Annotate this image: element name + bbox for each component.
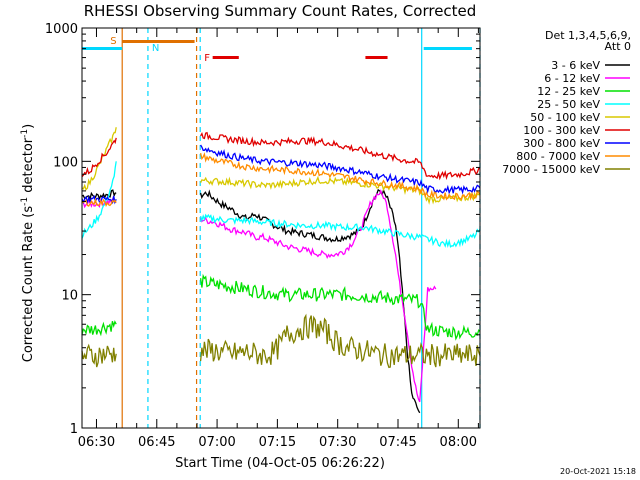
legend-header-line2: Att 0 [605,40,631,53]
x-tick-label-5: 07:45 [379,435,416,450]
series-3-6-kev [81,188,421,414]
footer-timestamp: 20-Oct-2021 15:18 [560,467,636,476]
series-layer [81,127,481,414]
flag-bar-n-0 [82,47,123,50]
series-100-300-kev-segment-1 [200,131,480,181]
y-axis-label-exp1: -1 [20,197,30,206]
x-tick-label-2: 07:00 [198,435,235,450]
x-tick-label-1: 06:45 [138,435,175,450]
series-800-7000-kev-segment-0 [81,197,117,208]
x-tick-label-6: 08:00 [440,435,477,450]
flag-bar-n-1 [423,47,472,50]
flag-label-s: S [110,36,116,47]
series-25-50-kev-segment-1 [199,213,481,249]
y-tick-label-1: 10 [61,289,78,304]
flag-label-f: F [204,53,210,64]
y-tick-label-3: 1000 [45,22,78,37]
series-7000-15000-kev-segment-1 [199,313,481,369]
series-12-25-kev-segment-1 [199,273,481,341]
flag-bar-s [122,40,195,43]
legend-label-6-12-kev: 6 - 12 keV [544,72,600,85]
flag-bar-f-1 [365,56,388,59]
legend-label-100-300-kev: 100 - 300 keV [523,124,600,137]
x-tick-label-4: 07:30 [319,435,356,450]
y-axis-label: Corrected Count Rate (s-1 detector-1) [20,124,36,362]
y-axis-label-exp2: -1 [20,129,30,138]
series-6-12-kev-segment-1 [199,189,437,403]
series-25-50-kev [81,161,481,249]
legend-label-50-100-kev: 50 - 100 keV [530,111,600,124]
flag-bars: S N F [82,36,472,64]
flag-bar-f-0 [212,56,239,59]
series-7000-15000-kev-segment-0 [81,343,117,368]
y-tick-label-2: 100 [53,155,78,170]
legend-label-12-25-kev: 12 - 25 keV [537,85,600,98]
legend-label-7000-15000-kev: 7000 - 15000 keV [502,163,600,176]
series-12-25-kev-segment-0 [81,320,117,337]
y-tick-label-0: 1 [70,422,78,437]
legend-label-300-800-kev: 300 - 800 keV [523,137,600,150]
series-50-100-kev-segment-1 [200,175,481,205]
legend-label-25-50-kev: 25 - 50 keV [537,98,600,111]
y-axis-label-mid: detector [21,137,36,197]
x-tick-label-3: 07:15 [259,435,296,450]
y-axis-label-main: Corrected Count Rate (s [21,206,36,363]
series-300-800-kev [81,144,481,205]
series-800-7000-kev [81,152,481,208]
plot-frame [81,27,481,429]
series-100-300-kev-segment-0 [81,137,117,178]
series-100-300-kev [81,131,480,181]
series-3-6-kev-segment-0 [81,189,117,201]
plot-border [81,27,481,429]
series-25-50-kev-segment-0 [81,161,117,239]
legend-label-800-7000-kev: 800 - 7000 keV [516,150,600,163]
series-300-800-kev-segment-0 [81,194,117,205]
chart-title: RHESSI Observing Summary Count Rates, Co… [84,2,477,20]
series-800-7000-kev-segment-1 [199,152,481,201]
series-12-25-kev [81,273,481,341]
axis-ticks: 1 10 100 1000 06:30 06:45 07:00 07:15 07:30 07:45… [45,22,480,450]
flag-label-n: N [152,43,159,54]
x-axis-label: Start Time (04-Oct-05 06:26:22) [175,456,385,471]
series-300-800-kev-segment-1 [200,144,481,195]
x-tick-label-0: 06:30 [78,435,115,450]
legend-header-line1: Det 1,3,4,5,6,9, [545,29,631,42]
series-3-6-kev-segment-1 [199,188,421,414]
series-7000-15000-kev [81,313,481,369]
y-axis-label-end: ) [21,124,36,129]
legend-label-3-6-kev: 3 - 6 keV [551,59,600,72]
